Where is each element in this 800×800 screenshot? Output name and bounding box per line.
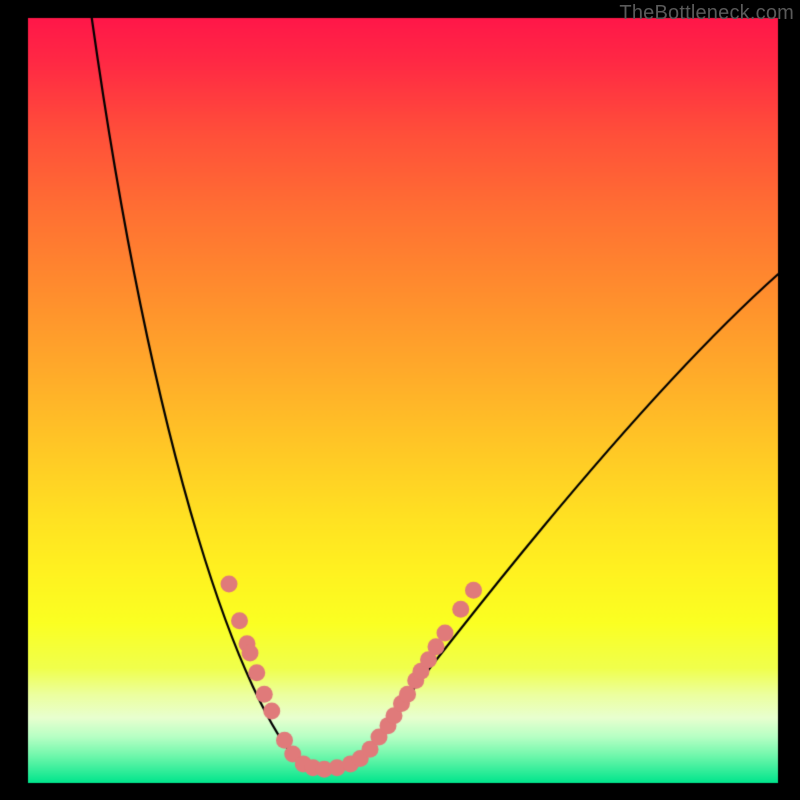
bottleneck-v-chart xyxy=(0,0,800,800)
chart-stage: TheBottleneck.com xyxy=(0,0,800,800)
